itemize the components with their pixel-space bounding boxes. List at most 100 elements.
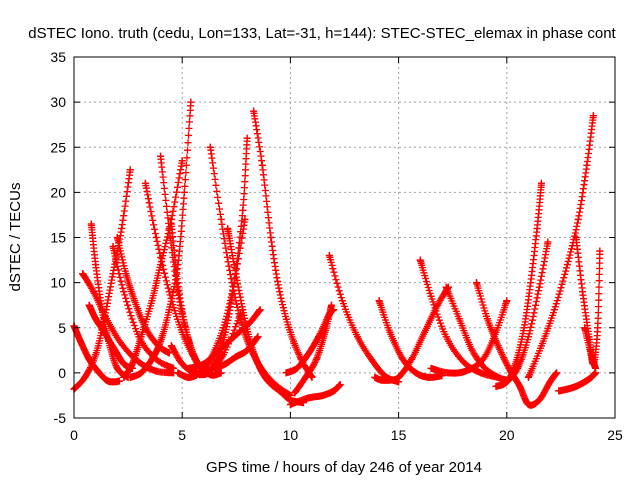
data-point: [276, 387, 284, 395]
data-point: [444, 369, 452, 377]
data-point: [581, 378, 589, 386]
series-markers: [196, 134, 251, 379]
data-point: [325, 310, 333, 318]
data-point: [555, 387, 563, 395]
data-point: [503, 297, 511, 305]
data-point: [563, 385, 571, 393]
data-point: [122, 270, 130, 278]
data-point: [185, 364, 193, 372]
data-point: [165, 349, 173, 357]
data-point: [157, 337, 165, 345]
x-axis-label: GPS time / hours of day 246 of year 2014: [206, 459, 482, 476]
data-point: [535, 396, 543, 404]
data-point: [135, 333, 143, 341]
data-point: [174, 279, 182, 287]
data-point: [258, 161, 266, 169]
y-tick-label: 15: [50, 230, 66, 246]
data-point: [421, 328, 429, 336]
chart-title: dSTEC Iono. truth (cedu, Lon=133, Lat=-3…: [28, 25, 616, 42]
data-point: [152, 367, 160, 375]
data-point: [185, 373, 193, 381]
series-pass-29: [427, 297, 511, 377]
data-point: [596, 247, 604, 255]
series-pass-25: [371, 283, 452, 384]
data-point: [544, 238, 552, 246]
data-point: [494, 373, 502, 381]
data-point: [408, 355, 416, 363]
data-point: [369, 357, 377, 365]
x-tick-label: 10: [283, 427, 299, 443]
data-point: [282, 369, 290, 377]
data-point: [148, 297, 156, 305]
data-point: [113, 234, 121, 241]
data-point: [178, 360, 186, 368]
data-point: [265, 378, 273, 386]
data-point: [118, 340, 126, 348]
series-pass-03: [79, 270, 178, 377]
data-point: [505, 364, 513, 372]
data-point: [308, 373, 316, 381]
data-point: [157, 152, 165, 160]
data-point: [178, 157, 186, 165]
data-point: [594, 324, 602, 332]
data-point: [187, 98, 195, 106]
data-point: [109, 243, 117, 251]
data-point: [239, 206, 247, 214]
series-pass-24: [325, 252, 403, 386]
series-pass-23: [282, 306, 338, 377]
plot-area: [70, 98, 604, 409]
data-point: [286, 400, 294, 408]
data-point: [92, 261, 100, 269]
data-point: [217, 215, 225, 223]
data-point: [572, 382, 580, 390]
x-tick-label: 0: [70, 427, 78, 443]
data-point: [167, 342, 175, 350]
data-point: [92, 315, 100, 323]
y-tick-label: 0: [58, 365, 66, 381]
data-point: [165, 288, 173, 296]
data-point: [520, 324, 528, 332]
data-point: [442, 333, 450, 341]
data-point: [120, 288, 128, 296]
data-point: [537, 342, 545, 350]
data-point: [239, 306, 247, 314]
data-point: [109, 378, 117, 386]
data-point: [128, 360, 136, 368]
data-point: [221, 328, 229, 336]
data-point: [516, 382, 524, 390]
data-point: [330, 306, 338, 314]
data-point: [503, 378, 511, 386]
data-point: [479, 355, 487, 363]
data-point: [468, 346, 476, 354]
data-point: [267, 234, 275, 241]
data-point: [386, 376, 394, 384]
data-point: [165, 306, 173, 314]
data-point: [514, 364, 522, 372]
data-point: [302, 373, 310, 381]
data-point: [221, 360, 229, 368]
data-point: [113, 364, 121, 372]
data-point: [137, 369, 145, 377]
data-point: [230, 333, 238, 341]
x-tick-label: 25: [607, 427, 623, 443]
data-point: [141, 324, 149, 332]
x-tick-label: 20: [499, 427, 515, 443]
data-point: [336, 381, 344, 389]
data-point: [527, 279, 535, 287]
data-point: [254, 333, 262, 341]
data-point: [293, 364, 301, 372]
data-point: [304, 394, 312, 402]
data-point: [481, 364, 489, 372]
data-point: [537, 179, 545, 187]
data-point: [462, 367, 470, 375]
y-axis-label: dSTEC / TECUs: [7, 183, 24, 292]
data-point: [92, 351, 100, 359]
data-point: [492, 382, 500, 390]
data-point: [546, 378, 554, 386]
data-point: [427, 292, 435, 300]
data-point: [574, 215, 582, 223]
data-point: [126, 373, 134, 381]
data-point: [276, 288, 284, 296]
data-point: [325, 252, 333, 260]
data-point: [550, 306, 558, 314]
